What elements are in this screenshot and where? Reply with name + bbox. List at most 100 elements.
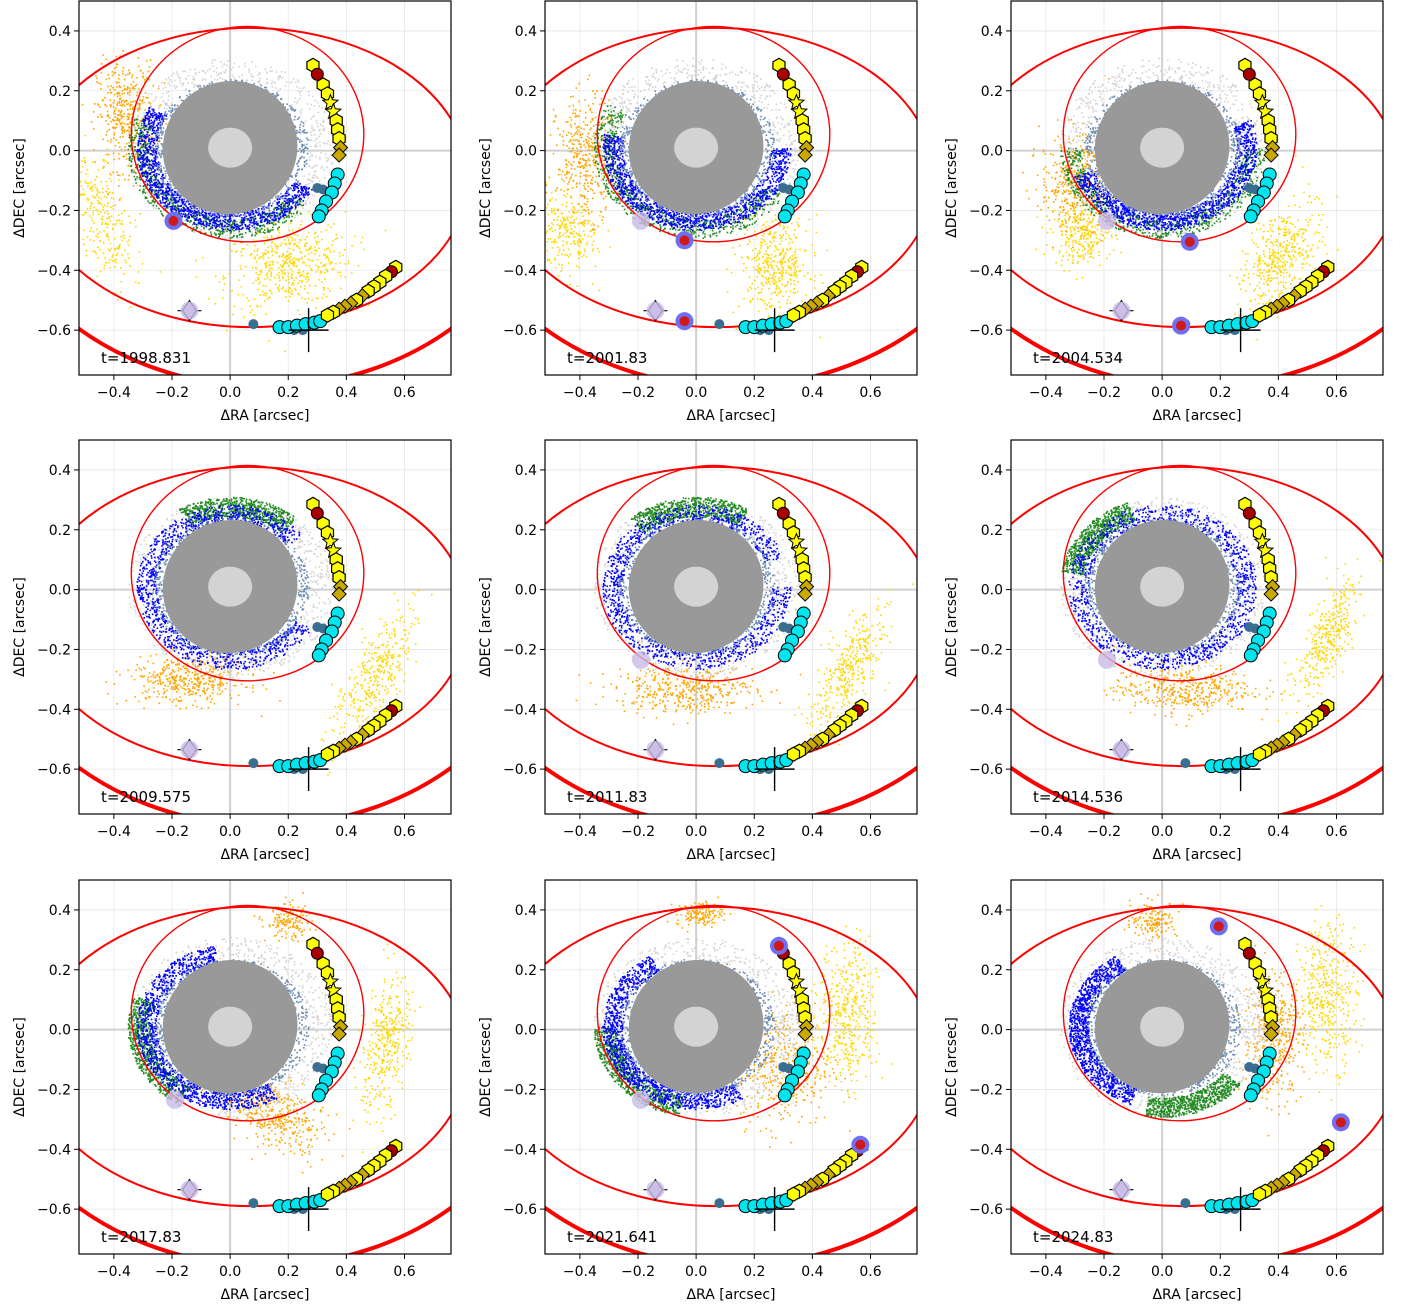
ring-point [249, 211, 252, 213]
ring-point [233, 234, 235, 237]
cloud-point [763, 276, 765, 278]
ring-point [131, 152, 133, 155]
cloud-point [97, 236, 100, 239]
ring-point [146, 197, 148, 199]
cloud-point [291, 258, 294, 261]
ring-point [148, 139, 150, 141]
ring-point [141, 130, 143, 133]
cloud-point [563, 217, 566, 219]
ring-point [169, 205, 172, 208]
cloud-point [120, 117, 123, 119]
ring-point [189, 209, 192, 212]
ring-point [301, 193, 303, 196]
ring-point [267, 205, 269, 208]
ring-point [289, 175, 292, 178]
cloud-point [794, 275, 796, 277]
ring-point [262, 208, 265, 211]
ring-point [166, 186, 169, 189]
cloud-point [195, 259, 197, 262]
cloud-point [147, 97, 149, 99]
ring-point [163, 177, 166, 179]
ring-point [163, 205, 165, 207]
x-tick-label: −0.2 [155, 385, 189, 401]
cloud-point [288, 214, 291, 217]
ring-point [167, 82, 170, 84]
ring-point [274, 214, 276, 216]
ring-point [278, 226, 280, 228]
ring-point [158, 115, 161, 118]
ring-point [196, 216, 198, 218]
cloud-point [85, 182, 87, 184]
highlight-lilac [180, 301, 199, 320]
ring-point [205, 215, 208, 217]
cloud-point [85, 173, 87, 175]
ring-point [177, 205, 180, 208]
cloud-point [225, 329, 228, 332]
cloud-point [278, 267, 280, 269]
ring-point [279, 210, 282, 213]
cloud-point [95, 252, 98, 255]
cloud-point [752, 215, 755, 218]
cloud-point [611, 192, 614, 194]
cloud-point [278, 284, 281, 287]
cloud-point [759, 250, 761, 253]
ring-point [229, 225, 231, 227]
cloud-point [124, 249, 126, 252]
cloud-point [116, 247, 118, 250]
cloud-point [574, 208, 576, 211]
cloud-point [324, 249, 326, 251]
cloud-point [243, 248, 245, 250]
cloud-point [557, 246, 559, 249]
ring-point [137, 142, 140, 144]
ring-point [155, 96, 157, 98]
ring-point [155, 116, 158, 118]
cloud-point [121, 239, 124, 242]
axes-frame [78, 0, 452, 376]
ring-point [284, 206, 287, 209]
cloud-point [102, 191, 104, 194]
ring-point [302, 122, 304, 124]
cloud-point [786, 284, 788, 286]
ring-point [293, 183, 296, 185]
cloud-point [785, 272, 787, 274]
cloud-point [251, 266, 254, 269]
cloud-point [287, 300, 290, 303]
cloud-point [582, 165, 585, 167]
cloud-point [757, 292, 760, 294]
cloud-point [347, 262, 350, 265]
ring-point [153, 183, 156, 185]
cloud-point [119, 98, 121, 100]
ring-point [301, 146, 303, 148]
ring-point [207, 218, 210, 220]
cloud-point [265, 266, 267, 269]
ring-point [178, 200, 180, 202]
cloud-point [309, 247, 312, 250]
ring-point [144, 195, 146, 198]
ring-point [275, 209, 278, 211]
cloud-point [303, 288, 306, 290]
ring-point [143, 172, 145, 175]
cloud-point [315, 240, 317, 243]
cloud-point [725, 268, 728, 270]
ring-point [276, 94, 278, 97]
ring-point [193, 86, 196, 88]
cloud-point [129, 122, 131, 124]
ring-point [247, 228, 250, 230]
cloud-point [268, 296, 270, 298]
cloud-point [112, 119, 115, 122]
cloud-point [561, 203, 563, 206]
ring-point [305, 190, 307, 192]
cloud-point [550, 191, 553, 194]
ring-point [254, 222, 257, 225]
ring-point [291, 81, 293, 83]
cloud-point [550, 210, 553, 212]
ring-point [271, 214, 274, 216]
ring-point [142, 131, 144, 134]
cloud-point [109, 99, 112, 102]
ring-point [238, 226, 240, 228]
cloud-point [294, 243, 296, 245]
cloud-point [316, 297, 318, 299]
cloud-point [327, 287, 329, 290]
cloud-point [103, 264, 106, 267]
ring-point [277, 212, 279, 215]
